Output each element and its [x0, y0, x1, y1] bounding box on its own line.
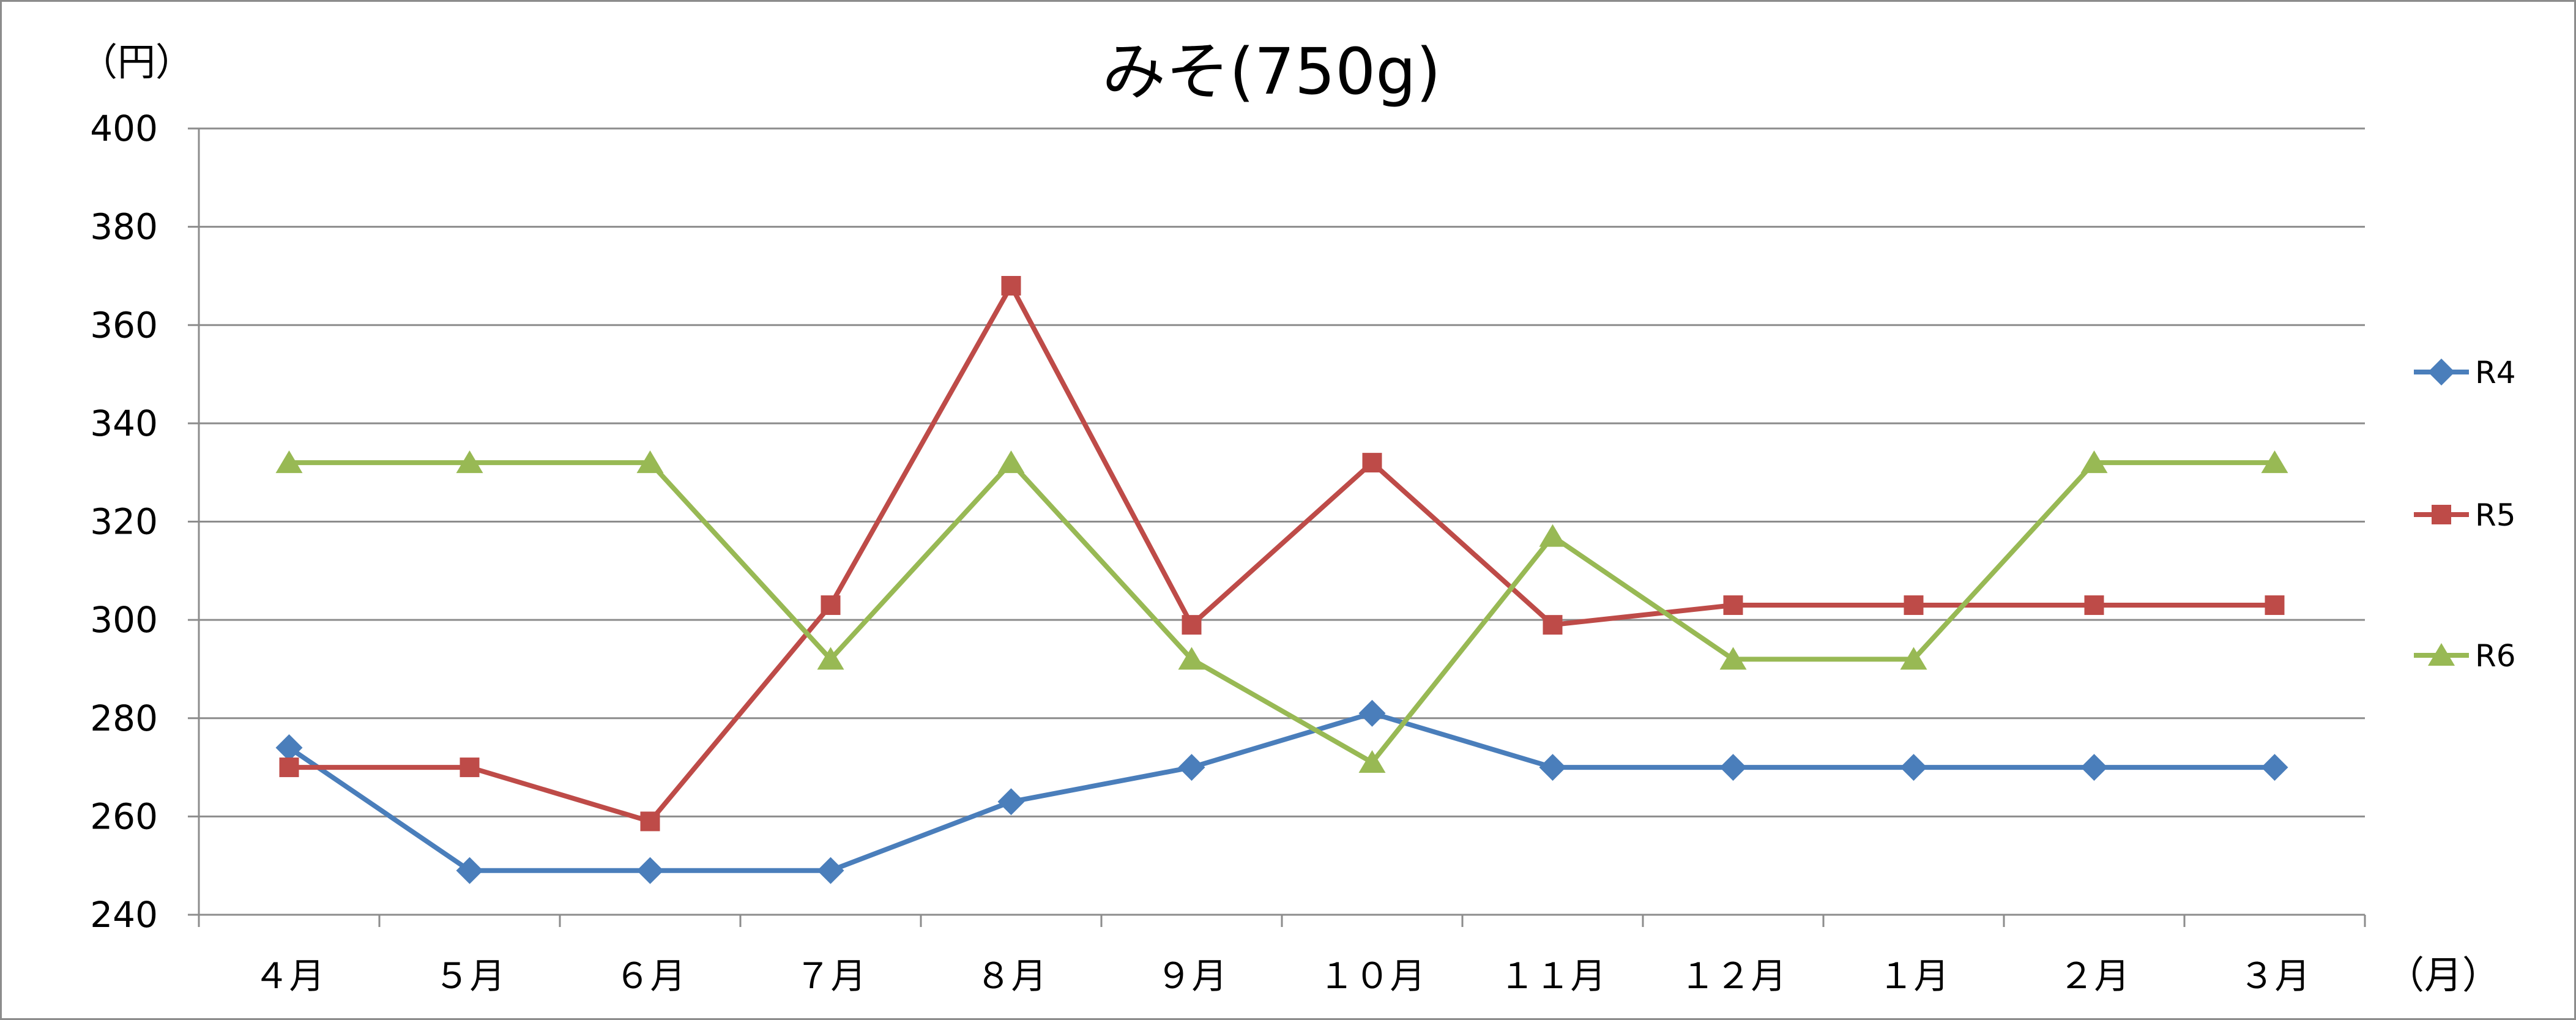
data-point-r4	[1719, 754, 1747, 781]
data-point-r5	[279, 758, 299, 778]
data-point-r6	[1900, 647, 1927, 670]
data-point-r4	[1900, 754, 1927, 781]
series-line-r5	[289, 283, 2275, 824]
data-point-r4	[817, 857, 844, 884]
legend-marker-r6	[2428, 643, 2455, 666]
data-point-r5	[2084, 595, 2104, 616]
y-tick-label: 360	[90, 304, 158, 346]
y-tick-label: 260	[90, 795, 158, 837]
x-tick-label: ２月	[2058, 955, 2129, 997]
gridlines	[188, 127, 2365, 817]
data-point-r6	[1358, 750, 1386, 773]
x-tick-label: ３月	[2239, 955, 2310, 997]
data-point-r6	[817, 647, 844, 670]
data-point-r4	[275, 734, 303, 761]
x-tick-labels: ４月 ５月 ６月 ７月 ８月 ９月 １０月 １１月 １２月 １月 ２月 ３月	[253, 955, 2310, 997]
y-tick-label: 320	[90, 501, 158, 543]
data-point-r6	[997, 450, 1025, 474]
data-point-r5	[640, 811, 660, 832]
data-point-r5	[2265, 595, 2285, 616]
data-point-r5	[1904, 595, 1924, 616]
data-point-r5	[1723, 595, 1743, 616]
legend-marker-r5	[2432, 505, 2451, 524]
data-point-r4	[2080, 754, 2108, 781]
legend: R4 R5 R6	[2414, 355, 2516, 674]
x-axis-unit: （月）	[2386, 953, 2500, 997]
x-tick-label: １２月	[1680, 955, 1786, 997]
data-point-r6	[1178, 647, 1205, 670]
x-tick-label: ９月	[1156, 955, 1227, 997]
series-lines	[275, 276, 2288, 884]
data-point-r5	[1543, 615, 1563, 635]
legend-label-r4: R4	[2475, 355, 2516, 390]
y-tick-label: 240	[90, 894, 158, 936]
y-tick-label: 300	[90, 599, 158, 641]
data-point-r6	[2080, 450, 2108, 474]
legend-item-r5: R5	[2414, 497, 2516, 533]
legend-marker-r4	[2428, 359, 2455, 385]
x-tick-label: １月	[1878, 955, 1949, 997]
data-point-r6	[275, 450, 303, 474]
legend-item-r4: R4	[2414, 355, 2516, 390]
series-line-r4	[288, 710, 2275, 873]
data-point-r4	[1178, 754, 1205, 781]
y-tick-labels: 400 380 360 340 320 300 280 260 240	[90, 108, 158, 936]
series-r5	[279, 276, 2285, 832]
data-point-r5	[460, 758, 480, 778]
data-point-r4	[1358, 699, 1386, 727]
chart-title: みそ(750g)	[1102, 34, 1441, 109]
y-tick-label: 280	[90, 698, 158, 739]
x-tick-label: ６月	[614, 955, 685, 997]
legend-label-r6: R6	[2475, 638, 2516, 674]
y-axis-unit: （円）	[80, 40, 193, 84]
data-point-r4	[2261, 754, 2288, 781]
data-point-r6	[2261, 450, 2288, 474]
x-tick-label: １０月	[1319, 955, 1425, 997]
data-point-r5	[1001, 276, 1021, 296]
legend-item-r6: R6	[2414, 638, 2516, 674]
axes	[188, 128, 2366, 927]
data-point-r6	[1719, 647, 1747, 670]
data-point-r5	[1362, 453, 1382, 473]
data-point-r6	[456, 450, 483, 474]
x-tick-label: ４月	[253, 955, 324, 997]
legend-label-r5: R5	[2475, 497, 2516, 533]
series-r6	[275, 450, 2288, 773]
data-point-r5	[1182, 615, 1202, 635]
data-point-r4	[456, 857, 483, 884]
series-line-r6	[289, 460, 2275, 765]
data-point-r4	[636, 857, 664, 884]
data-point-r4	[997, 788, 1025, 816]
data-point-r5	[821, 595, 841, 616]
y-tick-label: 340	[90, 403, 158, 444]
y-tick-label: 380	[90, 206, 158, 248]
x-tick-label: ７月	[795, 955, 866, 997]
x-tick-label: １１月	[1499, 955, 1606, 997]
data-point-r4	[1539, 754, 1566, 781]
data-point-r6	[636, 450, 664, 474]
series-r4	[275, 699, 2288, 884]
x-tick-label: ５月	[434, 955, 505, 997]
x-tick-label: ８月	[975, 955, 1046, 997]
data-point-r6	[1539, 524, 1566, 547]
y-tick-label: 400	[90, 108, 158, 149]
